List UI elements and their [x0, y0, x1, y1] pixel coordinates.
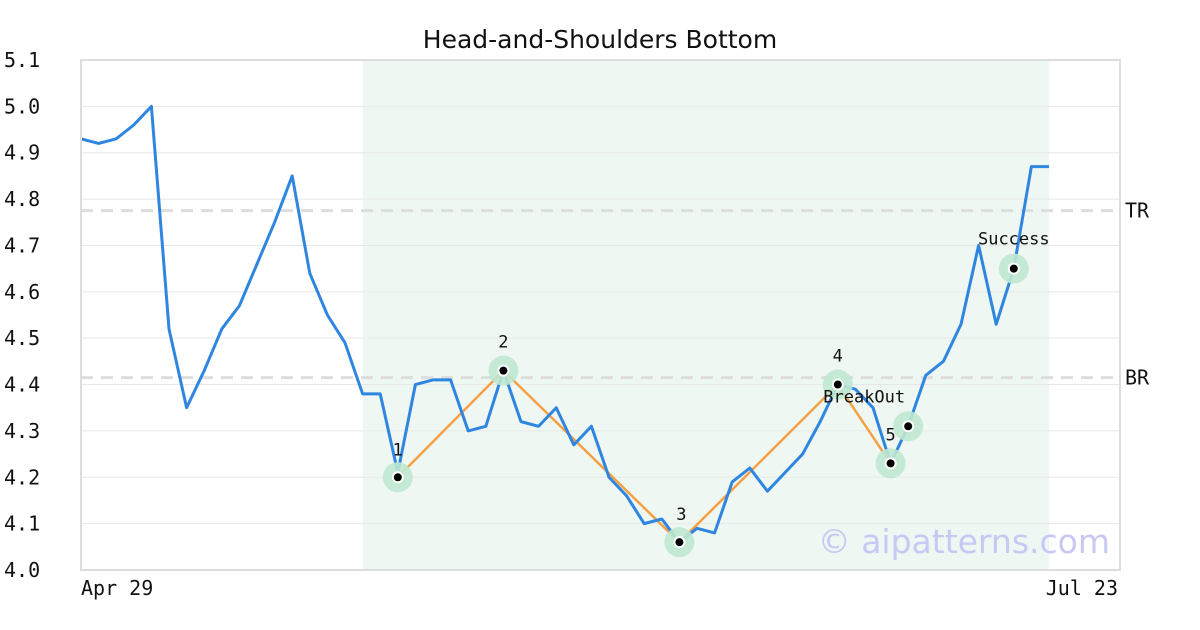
y-tick-label: 4.9	[4, 141, 40, 165]
pattern-point-label: 2	[498, 333, 508, 353]
marker-dot	[1009, 264, 1018, 273]
pattern-point-dot	[833, 380, 842, 389]
level-label: BR	[1125, 366, 1150, 390]
pattern-point-label: 3	[676, 505, 686, 525]
y-tick-label: 4.6	[4, 280, 40, 304]
x-tick-label: Apr 29	[81, 576, 153, 600]
pattern-point-dot	[886, 459, 895, 468]
y-tick-label: 4.7	[4, 233, 40, 257]
pattern-point-label: 1	[393, 440, 403, 460]
y-tick-label: 4.8	[4, 187, 40, 211]
ticks-layer: 4.0 4.1 4.2 4.3 4.4 4.5 4.6 4.7 4.8 4.9 5.0 5.1 Apr …	[4, 48, 1118, 600]
y-tick-label: 5.1	[4, 48, 40, 72]
levels-layer: TR BR	[81, 199, 1150, 390]
pattern-point-label: 4	[833, 347, 843, 367]
chart-title: Head-and-Shoulders Bottom	[423, 25, 777, 54]
level-label: TR	[1125, 199, 1150, 223]
y-tick-label: 4.1	[4, 512, 40, 536]
pattern-point-dot	[499, 366, 508, 375]
watermark: © aipatterns.com	[818, 522, 1110, 561]
marker-dot	[904, 422, 913, 431]
y-tick-label: 4.2	[4, 465, 40, 489]
marker-label: BreakOut	[823, 387, 905, 407]
x-tick-label: Jul 23	[1046, 576, 1118, 600]
pattern-point-label: 5	[885, 425, 895, 445]
pattern-point-dot	[393, 473, 402, 482]
y-tick-label: 4.0	[4, 558, 40, 582]
y-tick-label: 5.0	[4, 94, 40, 118]
y-tick-label: 4.5	[4, 326, 40, 350]
plot-frame	[80, 59, 1121, 571]
marker-label: Success	[978, 230, 1050, 250]
pattern-point-dot	[675, 538, 684, 547]
y-tick-label: 4.4	[4, 373, 40, 397]
y-tick-label: 4.3	[4, 419, 40, 443]
markers-layer: 1 2 3 4 5 BreakOut Success	[382, 230, 1050, 558]
pattern-highlight-layer	[362, 60, 1050, 570]
pattern-highlight	[362, 60, 1050, 570]
